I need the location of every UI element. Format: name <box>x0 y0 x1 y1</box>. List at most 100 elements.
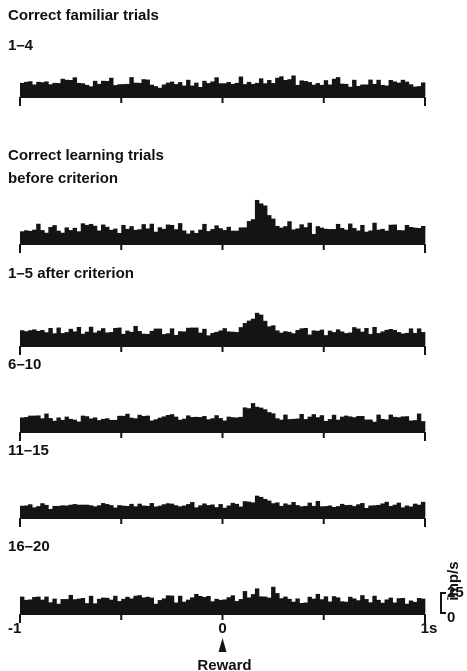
panel-6-bar <box>206 595 211 614</box>
panel-1-bar <box>182 85 187 96</box>
panel-4-bar <box>182 418 187 431</box>
panel-4-bar <box>186 415 191 431</box>
panel-1-bar <box>352 79 357 97</box>
panel-2-bar <box>327 229 333 243</box>
panel-5-bar <box>319 506 325 517</box>
x-tick-label: 0 <box>218 620 226 637</box>
panel-2-bar <box>319 227 325 243</box>
panel-4-bar <box>32 415 37 431</box>
panel-6-bar <box>56 603 61 613</box>
panel-1-bar <box>36 81 41 96</box>
panel-3-bar <box>48 327 53 346</box>
panel-6-bar <box>117 601 122 613</box>
panel-2-bar <box>335 223 341 244</box>
panel-4-bar <box>137 414 142 432</box>
panel-4-bar <box>117 415 122 431</box>
panel-4-bar <box>173 416 179 431</box>
panel-3-bar <box>161 334 167 345</box>
panel-6-bar <box>408 600 414 613</box>
panel-4-bar <box>222 420 227 431</box>
panel-4-bar <box>327 419 333 431</box>
panel-2-bar <box>60 232 65 243</box>
panel-1-bar <box>194 82 199 96</box>
panel-4-bar <box>376 414 381 431</box>
panel-6-bar <box>291 601 296 613</box>
panel-1-bar <box>48 84 53 96</box>
panel-6-bar <box>194 593 199 613</box>
panel-6-bar <box>303 602 308 613</box>
panel-6-bar <box>388 597 393 613</box>
panel-2-bar <box>226 226 231 244</box>
panel-1-bar <box>210 81 215 96</box>
panel-2-bar <box>141 224 146 243</box>
panel-3-bar <box>275 330 280 345</box>
panel-2-bar <box>315 226 321 243</box>
panel-2-bar <box>380 228 385 243</box>
panel-6-bar <box>214 598 219 613</box>
panel-5-bar <box>149 503 154 517</box>
panel-1-bar <box>246 81 252 96</box>
panel-3-bar <box>206 335 211 345</box>
panel-5-bar <box>315 501 321 517</box>
panel-4-bar <box>133 418 138 431</box>
panel-5-bar <box>186 504 191 517</box>
panel-6-bar <box>24 599 29 613</box>
panel-4-bar <box>210 418 215 431</box>
panel-3-bar <box>20 330 25 345</box>
panel-1-bar <box>258 78 264 96</box>
panel-3-bar <box>165 333 171 345</box>
panel-2-bar <box>206 231 211 243</box>
panel-2-bar <box>96 230 102 243</box>
panel-1-bar <box>356 85 361 96</box>
panel-2-bar <box>287 221 292 243</box>
panel-3-bar <box>404 332 410 345</box>
panel-1-bar <box>295 84 300 96</box>
panel-6-bar <box>339 601 345 613</box>
panel-6-bar <box>190 597 195 613</box>
panel-1-bar <box>250 83 256 96</box>
panel-5-bar <box>242 501 248 517</box>
panel-5-bar <box>283 503 288 517</box>
panel-3-bar <box>344 333 349 345</box>
panel-3-bar <box>299 328 304 345</box>
panel-2-bar <box>408 227 414 243</box>
panel-2-bar <box>295 228 300 243</box>
panel-5-bar <box>279 505 284 517</box>
panel-4-bar <box>420 421 426 431</box>
panel-1-bar <box>230 83 235 96</box>
panel-6-bar <box>396 598 402 613</box>
panel-6-bar <box>246 597 252 613</box>
panel-3-bar <box>339 331 345 345</box>
panel-3-bar <box>258 314 264 345</box>
panel-6-bar <box>263 596 268 613</box>
panel-2-bar <box>125 228 130 243</box>
panel-2-bar <box>360 224 365 243</box>
panel-5-bar <box>360 503 365 517</box>
panel-3-bar <box>40 330 45 345</box>
panel-5-bar <box>368 505 373 517</box>
panel-4-bar <box>279 419 284 431</box>
panel-3-bar <box>356 328 361 345</box>
panel-5-title-line-1: 11–15 <box>8 442 49 459</box>
panel-2-bar <box>368 230 373 243</box>
panel-1-bar <box>137 82 142 96</box>
panel-4-bar <box>125 413 130 431</box>
panel-6-bar <box>182 601 187 613</box>
panel-6-bar <box>348 596 353 613</box>
panel-4-bar <box>40 418 45 431</box>
panel-6-bar <box>319 599 325 613</box>
panel-5-bar <box>88 505 94 517</box>
panel-1-bar <box>72 77 78 96</box>
panel-4-bar <box>68 418 73 431</box>
panel-3-bar <box>267 326 272 345</box>
panel-2-bar <box>64 227 69 243</box>
panel-5-bar <box>177 506 183 517</box>
panel-1-bar <box>177 82 183 96</box>
panel-6-bar <box>141 597 146 613</box>
panel-1-bar <box>400 79 406 97</box>
panel-1-bar <box>161 84 167 96</box>
panel-2-bar <box>169 224 175 243</box>
panel-4-bar <box>109 419 114 431</box>
panel-3-bar <box>149 330 154 345</box>
